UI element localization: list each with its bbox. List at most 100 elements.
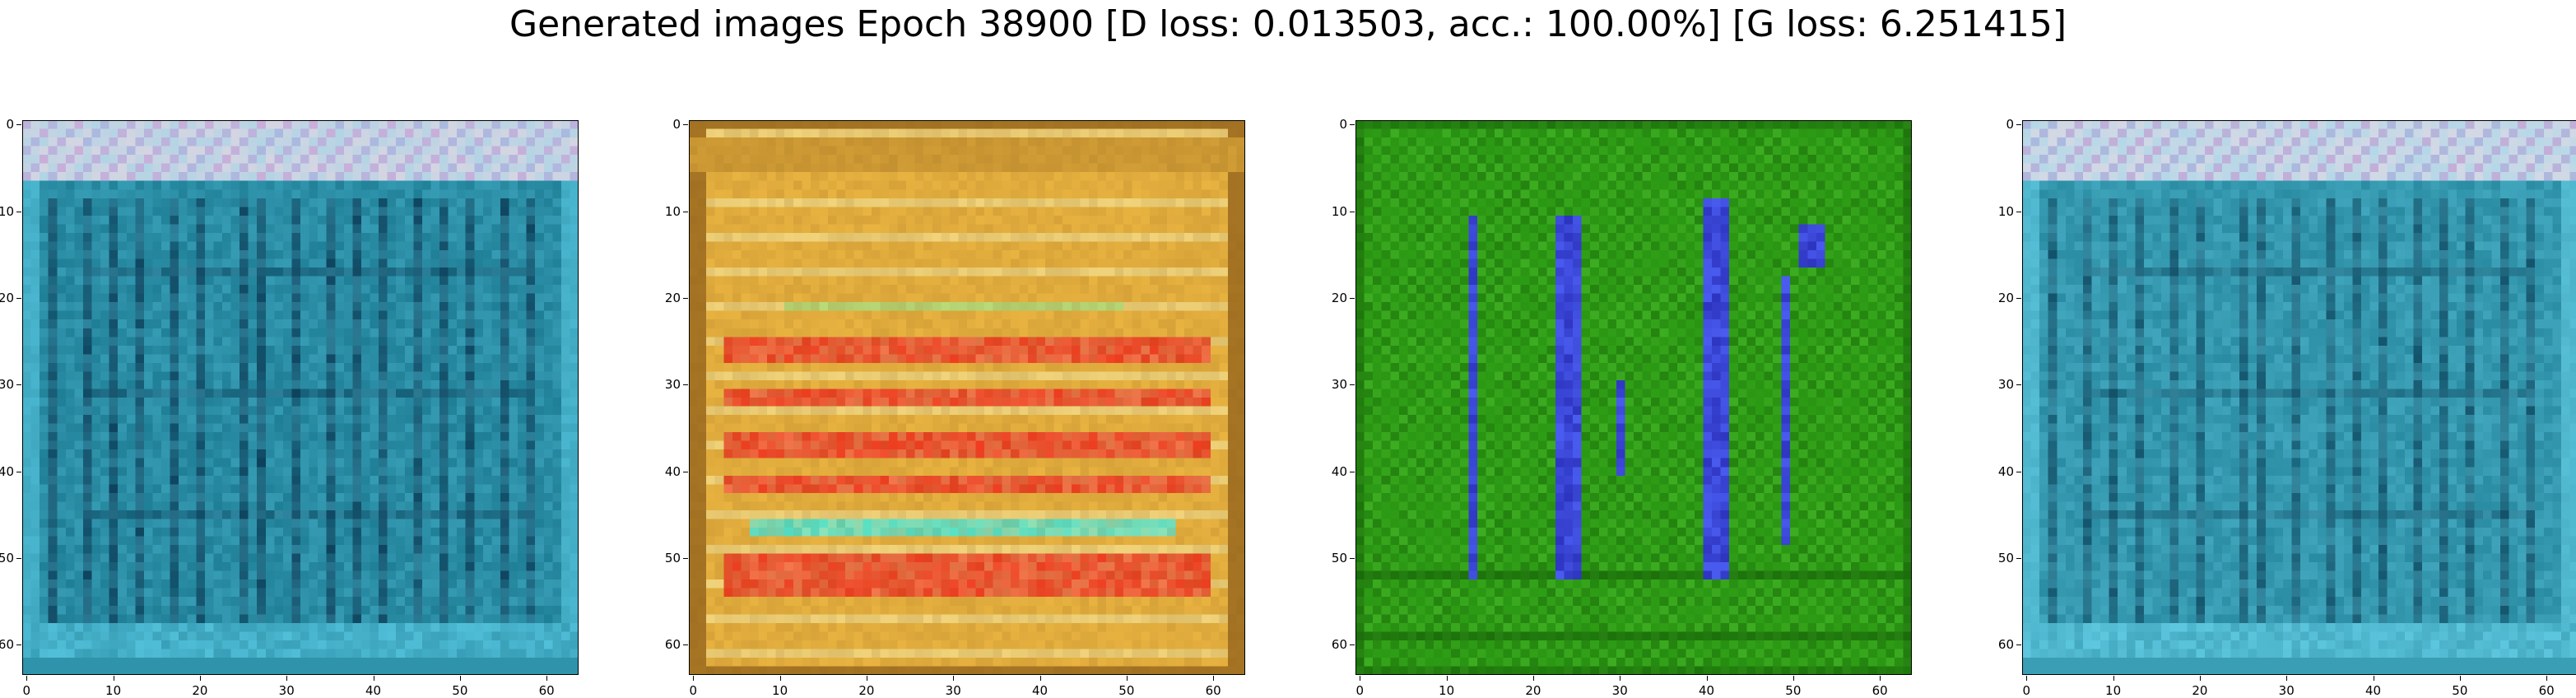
x-tick — [1126, 676, 1128, 681]
y-tick-label: 60 — [0, 637, 14, 653]
y-tick-label: 0 — [2006, 117, 2014, 133]
y-tick-label: 60 — [1331, 637, 1347, 653]
x-tick — [953, 676, 955, 681]
y-tick-label: 50 — [1997, 550, 2014, 565]
y-tick-label: 30 — [1331, 377, 1347, 393]
y-tick-label: 0 — [6, 117, 14, 133]
generated-image-1 — [22, 120, 579, 675]
y-tick-label: 30 — [1997, 377, 2014, 393]
x-tick-label: 50 — [452, 683, 468, 698]
y-tick — [16, 557, 21, 559]
y-tick — [683, 557, 688, 559]
x-tick — [26, 676, 28, 681]
x-tick — [779, 676, 781, 681]
x-tick-label: 30 — [945, 683, 961, 698]
x-tick-label: 40 — [365, 683, 382, 698]
x-tick — [459, 676, 461, 681]
x-tick — [1446, 676, 1448, 681]
y-tick — [16, 124, 21, 126]
y-tick — [1350, 124, 1355, 126]
x-tick-label: 60 — [538, 683, 555, 698]
x-tick — [1793, 676, 1794, 681]
y-tick-label: 20 — [664, 290, 681, 305]
x-tick-label: 40 — [1698, 683, 1715, 698]
x-tick — [2199, 676, 2201, 681]
x-tick-label: 20 — [192, 683, 208, 698]
y-tick — [2016, 644, 2021, 646]
x-tick — [2113, 676, 2114, 681]
y-tick — [683, 297, 688, 299]
x-tick-label: 60 — [1872, 683, 1888, 698]
image-panel-3: 0 10 20 30 40 50 60 0 10 20 30 40 50 60 — [1332, 117, 1912, 698]
x-tick-label: 50 — [1118, 683, 1135, 698]
generated-image-3 — [1355, 120, 1912, 675]
y-tick — [2016, 384, 2021, 386]
generated-image-2 — [689, 120, 1245, 675]
y-tick-label: 10 — [0, 203, 14, 219]
generated-image-4 — [2022, 120, 2576, 675]
x-tick-label: 10 — [1439, 683, 1455, 698]
x-tick — [1706, 676, 1708, 681]
figure-title: Generated images Epoch 38900 [D loss: 0.… — [509, 3, 2067, 45]
y-tick-label: 50 — [0, 550, 14, 565]
x-tick-label: 20 — [2192, 683, 2208, 698]
y-tick-label: 40 — [0, 463, 14, 479]
x-tick-label: 30 — [2278, 683, 2295, 698]
y-tick — [2016, 557, 2021, 559]
x-tick-label: 60 — [1205, 683, 1221, 698]
x-tick-label: 0 — [2022, 683, 2031, 698]
y-tick-label: 40 — [664, 463, 681, 479]
y-tick-label: 10 — [664, 203, 681, 219]
x-tick-label: 50 — [2452, 683, 2468, 698]
x-tick-label: 10 — [772, 683, 788, 698]
y-tick — [16, 297, 21, 299]
y-tick — [683, 124, 688, 126]
x-tick — [1213, 676, 1215, 681]
y-tick — [1350, 384, 1355, 386]
x-tick-label: 30 — [278, 683, 295, 698]
y-tick-label: 10 — [1331, 203, 1347, 219]
x-tick-label: 10 — [105, 683, 122, 698]
y-tick — [1350, 297, 1355, 299]
y-tick — [683, 384, 688, 386]
x-tick — [2546, 676, 2548, 681]
y-tick-label: 50 — [664, 550, 681, 565]
x-tick-label: 40 — [2364, 683, 2382, 698]
x-tick — [199, 676, 201, 681]
y-tick — [1350, 644, 1355, 646]
x-tick — [2459, 676, 2461, 681]
y-tick-label: 0 — [672, 117, 681, 133]
x-tick — [1880, 676, 1881, 681]
x-tick — [286, 676, 288, 681]
y-tick-label: 0 — [1339, 117, 1347, 133]
y-tick-label: 60 — [664, 637, 681, 653]
x-tick — [693, 676, 695, 681]
x-tick-label: 60 — [2538, 683, 2555, 698]
y-tick — [2016, 124, 2021, 126]
y-tick-label: 10 — [1997, 203, 2014, 219]
y-tick — [16, 384, 21, 386]
y-tick-label: 20 — [1997, 290, 2014, 305]
x-tick-label: 50 — [1785, 683, 1802, 698]
x-tick-label: 10 — [2105, 683, 2122, 698]
y-tick-label: 60 — [1997, 637, 2014, 653]
x-tick-label: 20 — [858, 683, 875, 698]
x-tick-label: 40 — [1031, 683, 1049, 698]
x-tick — [1532, 676, 1534, 681]
y-tick-label: 20 — [0, 290, 14, 305]
x-tick-label: 0 — [22, 683, 31, 698]
x-tick-label: 30 — [1611, 683, 1628, 698]
x-tick-label: 0 — [689, 683, 698, 698]
y-tick-label: 50 — [1331, 550, 1347, 565]
image-panel-1: 0 10 20 30 40 50 60 0 10 20 30 40 50 60 — [0, 117, 579, 698]
x-tick — [2026, 676, 2028, 681]
x-tick — [1039, 676, 1041, 681]
y-tick — [1350, 557, 1355, 559]
y-tick — [2016, 297, 2021, 299]
y-tick-label: 40 — [1997, 463, 2014, 479]
y-tick-label: 30 — [664, 377, 681, 393]
image-panel-4: 0 10 20 30 40 50 60 0 10 20 30 40 50 60 — [1998, 117, 2576, 698]
y-tick-label: 20 — [1331, 290, 1347, 305]
x-tick-label: 20 — [1525, 683, 1541, 698]
x-tick-label: 0 — [1355, 683, 1365, 698]
